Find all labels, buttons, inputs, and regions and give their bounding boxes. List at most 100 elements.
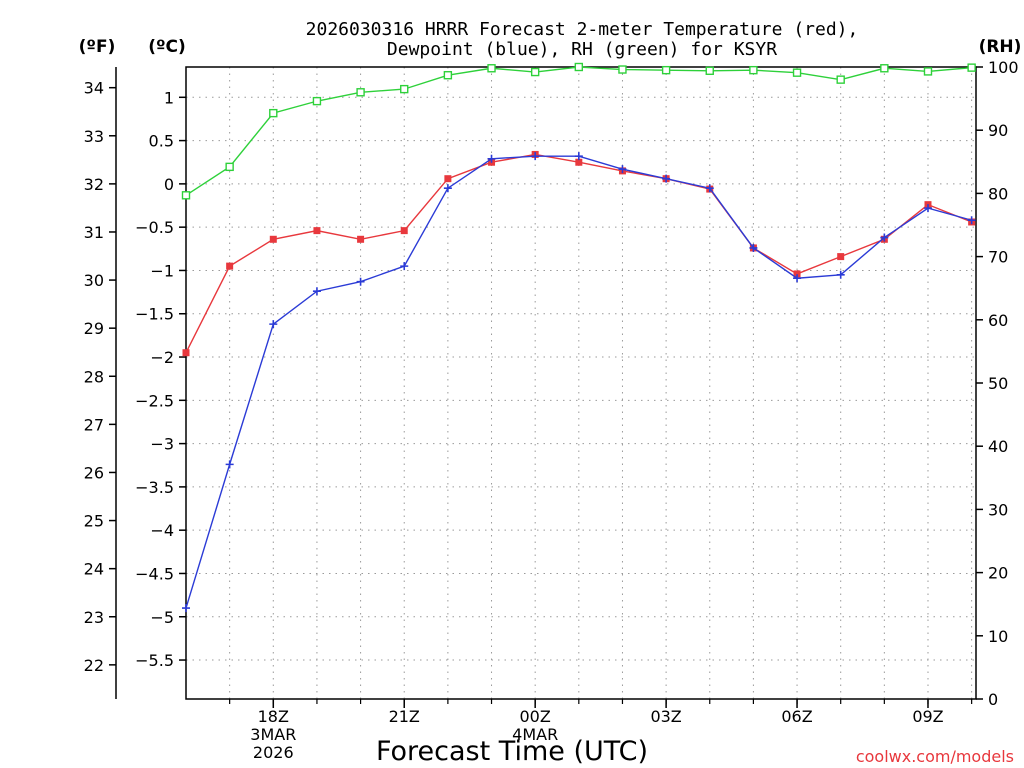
temperature-point [182, 349, 190, 357]
rh-point [923, 67, 933, 76]
celsius-tick-label: −4.5 [135, 564, 174, 583]
dewpoint-point [793, 274, 802, 283]
celsius-tick-label: −4 [150, 521, 174, 540]
dewpoint-point [662, 174, 671, 183]
temperature-point [575, 158, 583, 166]
temperature-point [837, 253, 845, 261]
celsius-unit-label: (ºC) [148, 37, 186, 57]
fahrenheit-tick-label: 24 [84, 560, 104, 579]
celsius-tick-label: −2.5 [135, 391, 174, 410]
temperature-point [793, 270, 801, 278]
fahrenheit-tick-label: 29 [84, 319, 104, 338]
temperature-point [400, 227, 408, 235]
rh-point [530, 67, 540, 77]
x-tick-label: 18Z [258, 707, 289, 726]
dewpoint-point [749, 243, 758, 252]
celsius-tick-label: −3.5 [135, 478, 174, 497]
celsius-tick-label: −1.5 [135, 305, 174, 324]
rh-tick-label: 80 [988, 184, 1008, 203]
rh-point [880, 64, 889, 73]
celsius-tick-label: −0.5 [135, 218, 174, 237]
x-tick-label: 06Z [781, 707, 812, 726]
temperature-point [444, 175, 452, 183]
dewpoint-point [531, 152, 540, 161]
rh-tick-label: 50 [988, 374, 1008, 393]
rh-point [574, 62, 584, 72]
celsius-tick-label: 0 [164, 175, 174, 194]
fahrenheit-tick-label: 26 [84, 463, 104, 482]
rh-tick-label: 60 [988, 311, 1008, 330]
rh-point [792, 68, 802, 77]
axes: 1 0.5 0 −0.5 −1 −1.5 −2 −2.5 −3 −3.5 −4 −4.5 −5 −5.5 3… [84, 58, 1019, 762]
fahrenheit-tick-label: 23 [84, 608, 104, 627]
dewpoint-point [225, 460, 234, 469]
rh-point [487, 64, 496, 73]
dewpoint-point [356, 277, 365, 286]
dewpoint-point [880, 233, 889, 242]
rh-point [836, 75, 845, 84]
labels-layer: 2026030316 HRRR Forecast 2-meter Tempera… [79, 19, 1022, 767]
rh-tick-label: 100 [988, 58, 1019, 77]
dewpoint-point [269, 320, 278, 329]
temperature-point [357, 235, 365, 243]
x-tick-label: 3MAR [250, 725, 296, 744]
rh-point [400, 84, 409, 94]
chart-title-line-1: 2026030316 HRRR Forecast 2-meter Tempera… [306, 19, 859, 40]
celsius-tick-label: −2 [150, 348, 174, 367]
celsius-tick-label: −1 [150, 261, 174, 280]
rh-tick-label: 10 [988, 627, 1008, 646]
series-layer [181, 62, 976, 613]
x-tick-label: 21Z [389, 707, 420, 726]
dewpoint-point [487, 154, 496, 163]
fahrenheit-tick-label: 27 [84, 415, 104, 434]
x-axis-title: Forecast Time (UTC) [376, 736, 648, 767]
x-tick-label: 4MAR [512, 725, 558, 744]
fahrenheit-tick-label: 30 [84, 271, 104, 290]
fahrenheit-tick-label: 25 [84, 512, 104, 531]
dewpoint-point [923, 204, 932, 213]
x-tick-label: 2026 [253, 743, 294, 762]
rh-tick-label: 90 [988, 121, 1008, 140]
celsius-tick-label: 1 [164, 88, 174, 107]
fahrenheit-tick-label: 33 [84, 127, 104, 146]
dewpoint-point [574, 152, 583, 161]
celsius-tick-label: −5.5 [135, 651, 174, 670]
series-line-rh [185, 66, 972, 196]
rh-point [181, 191, 191, 200]
rh-tick-label: 70 [988, 248, 1008, 267]
rh-point [312, 96, 322, 106]
rh-point [356, 88, 365, 97]
fahrenheit-tick-label: 34 [84, 79, 104, 98]
x-tick-label: 00Z [520, 707, 551, 726]
dewpoint-point [618, 165, 627, 174]
rh-tick-label: 30 [988, 500, 1008, 519]
dewpoint-point [705, 184, 714, 193]
rh-point [618, 65, 627, 74]
grid [186, 67, 976, 699]
dewpoint-point [400, 262, 409, 271]
dewpoint-point [836, 270, 845, 279]
rh-tick-label: 20 [988, 564, 1008, 583]
dewpoint-point [967, 216, 976, 225]
rh-unit-label: (RH) [979, 37, 1022, 57]
fahrenheit-tick-label: 22 [84, 656, 104, 675]
dewpoint-point [312, 287, 321, 296]
dewpoint-point [443, 184, 452, 193]
celsius-tick-label: 0.5 [149, 132, 174, 151]
rh-tick-label: 0 [988, 690, 998, 709]
temperature-point [313, 227, 321, 235]
x-tick-label: 09Z [912, 707, 943, 726]
chart-title-line-2: Dewpoint (blue), RH (green) for KSYR [387, 39, 777, 60]
temperature-point [226, 262, 234, 270]
rh-point [705, 66, 714, 75]
rh-tick-label: 40 [988, 437, 1008, 456]
celsius-tick-label: −5 [150, 608, 174, 627]
dewpoint-point [182, 604, 190, 613]
fahrenheit-tick-label: 28 [84, 367, 104, 386]
fahrenheit-tick-label: 31 [84, 223, 104, 242]
celsius-tick-label: −3 [150, 435, 174, 454]
rh-point [225, 162, 234, 172]
rh-point [967, 63, 976, 72]
credit-text: coolwx.com/models [856, 747, 1014, 766]
